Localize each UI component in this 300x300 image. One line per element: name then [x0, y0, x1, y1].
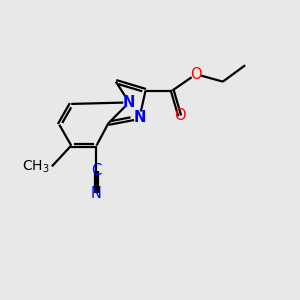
Text: CH$_3$: CH$_3$: [22, 158, 50, 175]
Text: C: C: [92, 163, 102, 178]
Text: O: O: [174, 108, 185, 123]
Text: N: N: [134, 110, 146, 125]
Text: N: N: [123, 95, 135, 110]
Text: N: N: [91, 186, 102, 201]
Text: O: O: [190, 67, 202, 82]
